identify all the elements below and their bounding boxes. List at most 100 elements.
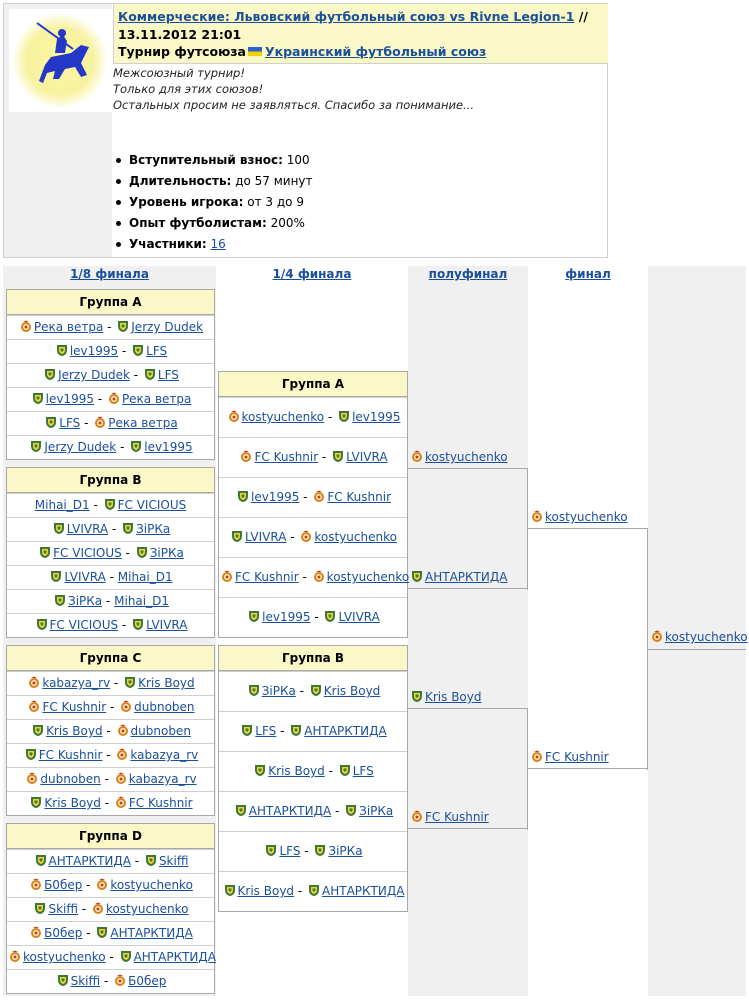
column-header-sf[interactable]: полуфинал [428, 267, 508, 281]
team-link[interactable]: Kris Boyd [237, 884, 295, 898]
team-link[interactable]: kostyuchenko [110, 878, 193, 892]
team-link[interactable]: Kris Boyd [425, 690, 482, 704]
team-link[interactable]: ЗіРКа [149, 546, 184, 560]
team-link[interactable]: FC VICIOUS [49, 618, 119, 632]
team-link[interactable]: LVIVRA [245, 530, 287, 544]
emblem-icon [221, 570, 233, 583]
param-item: Участники: 16 [113, 236, 313, 257]
team-link[interactable]: LVIVRA [146, 618, 188, 632]
team-link[interactable]: LFS [157, 368, 179, 382]
union-link[interactable]: Украинский футбольный союз [264, 44, 487, 59]
team-link[interactable]: АНТАРКТИДА [110, 926, 193, 940]
team-link[interactable]: kostyuchenko [105, 902, 189, 916]
team-link[interactable]: lev1995 [352, 410, 401, 424]
team-link[interactable]: kabazya_rv [128, 772, 197, 786]
team-link[interactable]: kostyuchenko [545, 510, 628, 524]
team-link[interactable]: FC Kushnir [38, 748, 103, 762]
team-link[interactable]: kostyuchenko [23, 950, 106, 964]
team-link[interactable]: Б0бер [44, 878, 83, 892]
emblem-icon [30, 926, 42, 939]
team-link[interactable]: kostyuchenko [326, 570, 410, 584]
team-link[interactable]: LFS [352, 764, 374, 778]
team-link[interactable]: АНТАРКТИДА [48, 854, 131, 868]
team-link[interactable]: LFS [59, 416, 81, 430]
team-link[interactable]: dubnoben [40, 772, 101, 786]
team-link[interactable]: LVIVRA [66, 522, 109, 536]
team-link[interactable]: FC Kushnir [42, 700, 107, 714]
team-link[interactable]: lev1995 [262, 610, 311, 624]
shield-icon [254, 764, 266, 777]
team-link[interactable]: FC Kushnir [327, 490, 392, 504]
team-link[interactable]: LVIVRA [346, 450, 388, 464]
team-link[interactable]: АНТАРКТИДА [322, 884, 405, 898]
column-header-qf[interactable]: 1/4 финала [272, 267, 352, 281]
match-row: Kris Boyd - dubnoben [7, 719, 214, 743]
team-link[interactable]: Б0бер [128, 974, 167, 988]
team-link[interactable]: kostyuchenko [425, 450, 508, 464]
team-link[interactable]: ЗіРКа [136, 522, 171, 536]
team-link[interactable]: lev1995 [69, 344, 119, 358]
semifinal-team: АНТАРКТИДА [409, 569, 507, 586]
logo-cell [4, 4, 112, 257]
tournament-description: Межсоюзный турнир! Только для этих союзо… [113, 65, 474, 113]
team-link[interactable]: Река ветра [121, 392, 192, 406]
bracket-line [528, 768, 648, 769]
team-link[interactable]: FC Kushnir [425, 810, 489, 824]
team-link[interactable]: Mihai_D1 [117, 570, 173, 584]
team-link[interactable]: kabazya_rv [42, 676, 111, 690]
participants-link[interactable]: 16 [210, 237, 226, 251]
team-link[interactable]: Jerzy Dudek [44, 440, 117, 454]
shield-icon [338, 410, 350, 423]
team-link[interactable]: Река ветра [33, 320, 104, 334]
team-link[interactable]: lev1995 [144, 440, 193, 454]
team-link[interactable]: lev1995 [250, 490, 300, 504]
team-link[interactable]: kostyuchenko [241, 410, 325, 424]
team-link[interactable]: FC VICIOUS [53, 546, 122, 560]
team-link[interactable]: LFS [255, 724, 277, 738]
team-link[interactable]: Jerzy Dudek [58, 368, 130, 382]
team-link[interactable]: kabazya_rv [130, 748, 199, 762]
team-link[interactable]: Jerzy Dudek [131, 320, 204, 334]
team-link[interactable]: Река ветра [108, 416, 178, 430]
team-link[interactable]: АНТАРКТИДА [248, 804, 332, 818]
team-link[interactable]: ЗіРКа [359, 804, 394, 818]
match-title-link[interactable]: Коммерческие: Львовский футбольный союз … [118, 9, 575, 24]
team-link[interactable]: FC VICIOUS [117, 498, 187, 512]
team-link[interactable]: Skiffi [70, 974, 101, 988]
team-link[interactable]: Mihai_D1 [34, 498, 90, 512]
column-header-r16[interactable]: 1/8 финала [70, 267, 149, 281]
team-link[interactable]: FC Kushnir [254, 450, 319, 464]
team-link[interactable]: АНТАРКТИДА [304, 724, 387, 738]
team-link[interactable]: ЗіРКа [328, 844, 363, 858]
match-separator: - [80, 416, 93, 430]
team-link[interactable]: kostyuchenko [665, 630, 748, 644]
team-link[interactable]: FC Kushnir [545, 750, 609, 764]
team-link[interactable]: ЗіРКа [261, 684, 296, 698]
qf-group: Группа B ЗіРКа - Kris Boyd LFS - АНТАРКТИД… [218, 645, 408, 912]
team-link[interactable]: Kris Boyd [268, 764, 325, 778]
team-link[interactable]: LFS [146, 344, 168, 358]
team-link[interactable]: Kris Boyd [323, 684, 381, 698]
team-link[interactable]: Kris Boyd [138, 676, 195, 690]
team-link[interactable]: АНТАРКТИДА [133, 950, 216, 964]
match-separator: - [102, 724, 115, 738]
column-header-final[interactable]: финал [565, 267, 611, 281]
team-link[interactable]: LFS [279, 844, 301, 858]
team-link[interactable]: LVIVRA [338, 610, 380, 624]
team-link[interactable]: FC Kushnir [235, 570, 299, 584]
team-link[interactable]: ЗіРКа [68, 594, 103, 608]
team-link[interactable]: Skiffi [48, 902, 78, 916]
team-link[interactable]: Skiffi [158, 854, 189, 868]
team-link[interactable]: Kris Boyd [46, 724, 103, 738]
team-link[interactable]: dubnoben [130, 724, 191, 738]
r16-group: Группа А Река ветра - Jerzy Dudek lev1995 … [6, 289, 215, 460]
team-link[interactable]: kostyuchenko [314, 530, 397, 544]
team-link[interactable]: FC Kushnir [128, 796, 193, 810]
team-link[interactable]: LVIVRA [64, 570, 106, 584]
team-link[interactable]: Kris Boyd [44, 796, 101, 810]
team-link[interactable]: АНТАРКТИДА [425, 570, 508, 584]
team-link[interactable]: Mihai_D1 [114, 594, 169, 608]
team-link[interactable]: Б0бер [44, 926, 83, 940]
team-link[interactable]: lev1995 [45, 392, 94, 406]
team-link[interactable]: dubnoben [134, 700, 195, 714]
